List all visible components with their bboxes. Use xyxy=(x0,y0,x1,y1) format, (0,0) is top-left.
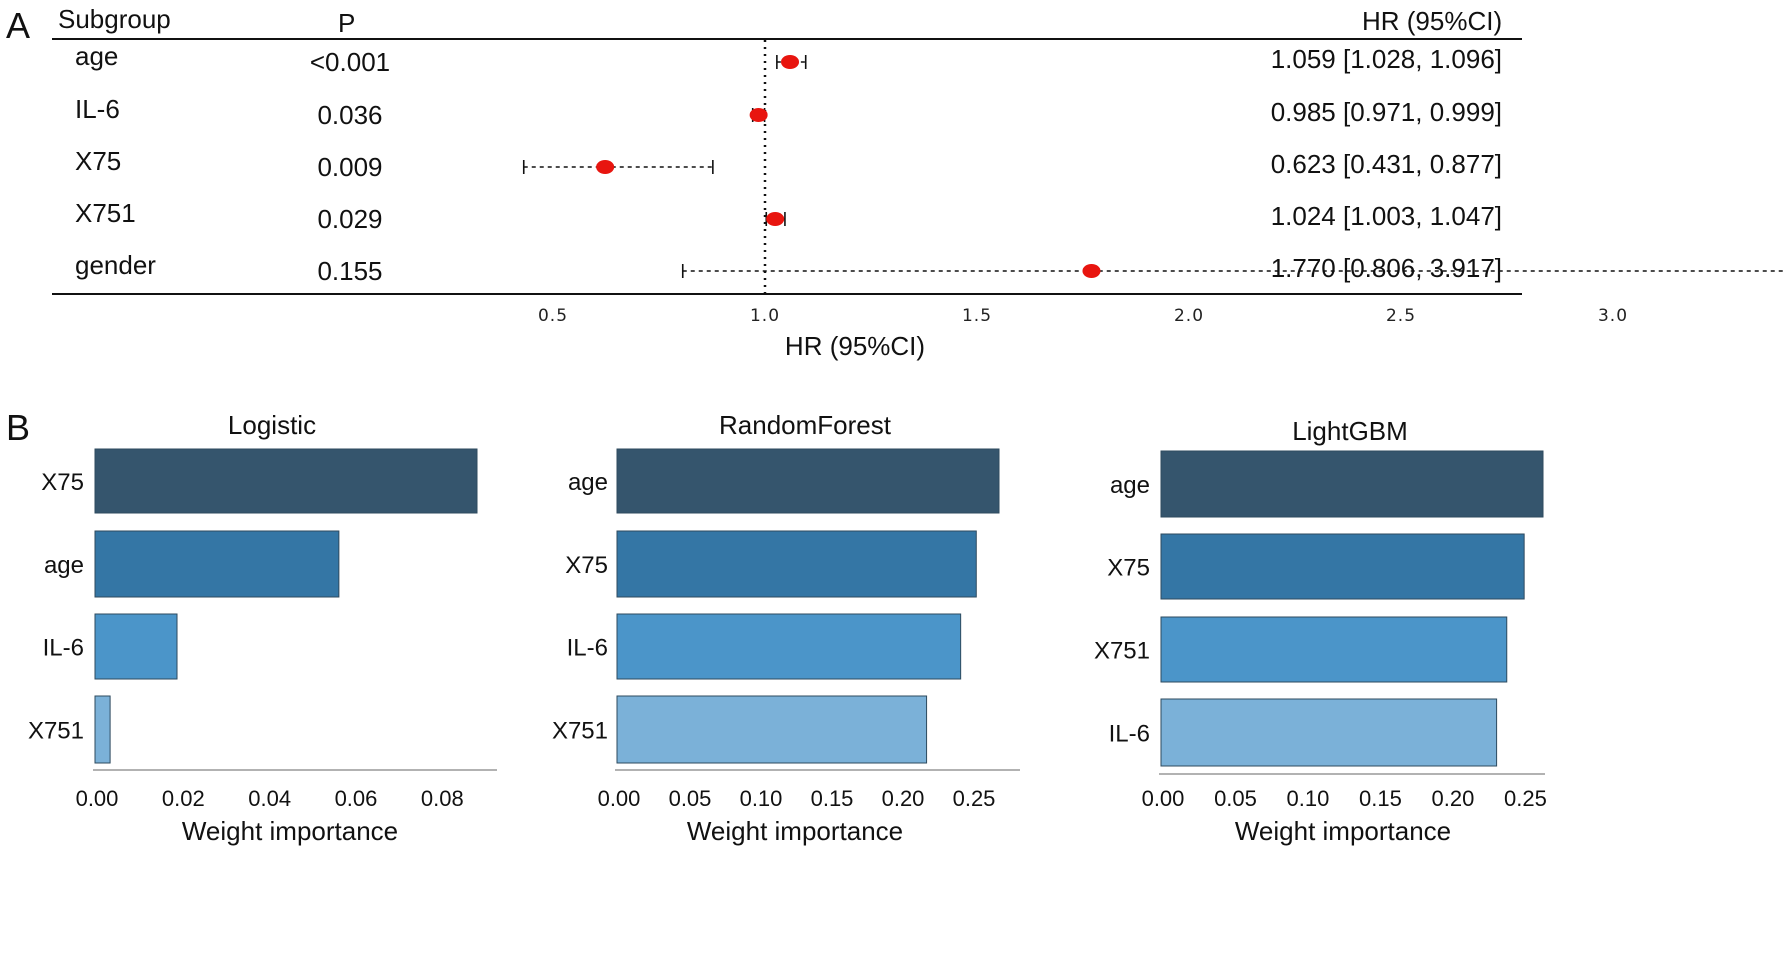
x-tick-label: 0.06 xyxy=(335,786,378,811)
x-tick-label: 0.08 xyxy=(421,786,464,811)
row-label: age xyxy=(75,41,118,71)
hr-point xyxy=(781,55,800,69)
x-tick-label: 1.0 xyxy=(750,306,780,326)
category-label: X75 xyxy=(565,552,608,579)
row-hr-text: 0.985 [0.971, 0.999] xyxy=(1271,97,1502,127)
hr-point xyxy=(766,212,785,226)
x-tick-label: 0.05 xyxy=(1214,786,1257,811)
x-tick-label: 3.0 xyxy=(1598,306,1628,326)
category-label: age xyxy=(1110,472,1150,499)
panel-label-a: A xyxy=(6,5,30,46)
row-p-value: 0.155 xyxy=(317,256,382,286)
category-label: X751 xyxy=(1094,638,1150,665)
row-p-value: <0.001 xyxy=(310,47,390,77)
hr-point xyxy=(596,160,615,174)
x-tick-label: 0.15 xyxy=(811,786,854,811)
x-tick-label: 0.05 xyxy=(669,786,712,811)
x-tick-label: 0.25 xyxy=(953,786,996,811)
bar xyxy=(94,695,111,764)
x-tick-label: 0.00 xyxy=(76,786,119,811)
bar xyxy=(1160,616,1508,683)
x-tick-label: 0.00 xyxy=(598,786,641,811)
row-label: IL-6 xyxy=(75,94,120,124)
forest-rows: age <0.001 1.059 [1.028, 1.096] IL-6 0.036 0.… xyxy=(75,41,1502,286)
x-tick-label: 0.00 xyxy=(1142,786,1185,811)
bar xyxy=(94,613,178,680)
x-tick-label: 2.0 xyxy=(1174,306,1204,326)
category-label: age xyxy=(568,469,608,496)
category-label: age xyxy=(44,552,84,579)
category-label: X751 xyxy=(28,718,84,745)
x-tick-label: 0.5 xyxy=(538,306,568,326)
row-label: gender xyxy=(75,250,156,280)
forest-x-axis: 0.51.01.52.02.53.03.5 xyxy=(538,306,1628,326)
chart-title: LightGBM xyxy=(1292,416,1408,446)
hr-point xyxy=(749,108,768,122)
forest-plot-panel: A Subgroup P HR (95%CI) age <0.001 1.059 [… xyxy=(6,4,1784,361)
category-label: X75 xyxy=(41,469,84,496)
randomforest-chart: RandomForest age X75 IL-6 X751 0.00 0.05 0.10 0.… xyxy=(552,410,1020,846)
row-label: X751 xyxy=(75,198,136,228)
bar xyxy=(1160,450,1544,518)
column-header-subgroup: Subgroup xyxy=(58,4,171,34)
x-tick-label: 0.20 xyxy=(882,786,925,811)
x-tick-label: 0.25 xyxy=(1504,786,1547,811)
x-tick-label: 0.10 xyxy=(1287,786,1330,811)
panel-label-b: B xyxy=(6,407,30,448)
row-p-value: 0.029 xyxy=(317,204,382,234)
bar xyxy=(616,530,977,598)
lightgbm-chart: LightGBM age X75 X751 IL-6 0.00 0.05 0.10 0.15 0.… xyxy=(1094,416,1547,846)
row-label: X75 xyxy=(75,146,121,176)
row-hr-text: 1.024 [1.003, 1.047] xyxy=(1271,201,1502,231)
category-label: X751 xyxy=(552,718,608,745)
x-axis-label: Weight importance xyxy=(1235,816,1451,846)
column-header-p: P xyxy=(338,8,355,38)
category-label: IL-6 xyxy=(1109,721,1150,748)
bar xyxy=(94,530,340,598)
row-p-value: 0.009 xyxy=(317,152,382,182)
x-axis-label: Weight importance xyxy=(182,816,398,846)
category-label: X75 xyxy=(1107,555,1150,582)
x-tick-label: 0.02 xyxy=(162,786,205,811)
chart-title: Logistic xyxy=(228,410,316,440)
x-tick-label: 0.20 xyxy=(1432,786,1475,811)
bar xyxy=(94,448,478,514)
row-hr-text: 1.770 [0.806, 3.917] xyxy=(1271,253,1502,283)
x-axis-label: Weight importance xyxy=(687,816,903,846)
hr-point xyxy=(1082,264,1101,278)
row-hr-text: 1.059 [1.028, 1.096] xyxy=(1271,44,1502,74)
bar xyxy=(616,613,962,680)
x-tick-label: 2.5 xyxy=(1386,306,1416,326)
chart-title: RandomForest xyxy=(719,410,892,440)
row-hr-text: 0.623 [0.431, 0.877] xyxy=(1271,149,1502,179)
bar xyxy=(1160,698,1498,767)
x-tick-label: 1.5 xyxy=(962,306,992,326)
column-header-hr: HR (95%CI) xyxy=(1362,6,1502,36)
logistic-chart: Logistic X75 age IL-6 X751 0.00 0.02 0.04 0.06 0.… xyxy=(28,410,497,846)
category-label: IL-6 xyxy=(43,635,84,662)
category-label: IL-6 xyxy=(567,635,608,662)
importance-panel: B Logistic X75 age IL-6 X751 0.00 0.02 0.04 0.06… xyxy=(6,407,1547,846)
x-tick-label: 0.10 xyxy=(740,786,783,811)
forest-x-axis-label: HR (95%CI) xyxy=(785,331,925,361)
x-tick-label: 0.04 xyxy=(248,786,291,811)
bar xyxy=(616,448,1000,514)
bar xyxy=(616,695,928,764)
forest-marks xyxy=(522,40,1784,294)
bar xyxy=(1160,533,1525,600)
row-p-value: 0.036 xyxy=(317,100,382,130)
x-tick-label: 0.15 xyxy=(1359,786,1402,811)
